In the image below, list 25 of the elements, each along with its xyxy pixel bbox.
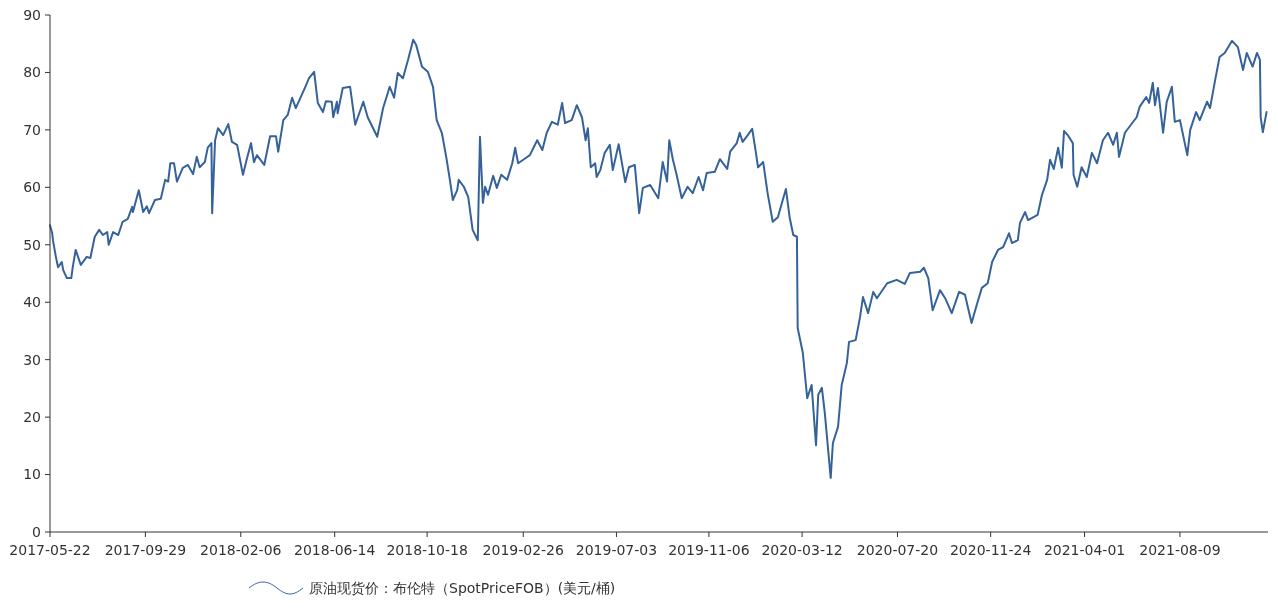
y-tick-label: 70 (23, 121, 41, 138)
x-tick-label: 2020-03-12 (761, 542, 843, 558)
x-tick-label: 2020-11-24 (949, 542, 1032, 558)
x-tick-label: 2018-10-18 (386, 542, 468, 558)
line-series (49, 38, 1268, 479)
x-tick-label: 2020-07-20 (856, 542, 939, 558)
y-tick-label: 30 (23, 351, 41, 368)
x-tick-label: 2017-05-22 (9, 542, 91, 558)
x-tick-label: 2019-07-03 (575, 542, 658, 558)
x-tick-label: 2019-02-26 (482, 542, 565, 558)
y-tick-label: 50 (23, 236, 41, 253)
y-tick-label: 0 (32, 523, 41, 540)
y-tick-label: 60 (23, 179, 41, 196)
y-tick-label: 90 (23, 6, 41, 23)
x-tick-label: 2018-02-06 (200, 542, 282, 558)
y-tick-label: 80 (23, 64, 41, 81)
y-tick-label: 10 (23, 466, 41, 483)
x-tick-label: 2021-08-09 (1139, 542, 1221, 558)
x-tick-label: 2017-09-29 (104, 542, 187, 558)
x-tick-label: 2019-11-06 (668, 542, 750, 558)
y-tick-label: 40 (23, 294, 41, 311)
x-tick-label: 2021-04-01 (1043, 542, 1126, 558)
legend-label: 原油现货价：布伦特（SpotPriceFOB）(美元/桶) (309, 579, 616, 596)
x-tick-label: 2018-06-14 (294, 542, 376, 558)
y-tick-label: 20 (23, 409, 41, 426)
